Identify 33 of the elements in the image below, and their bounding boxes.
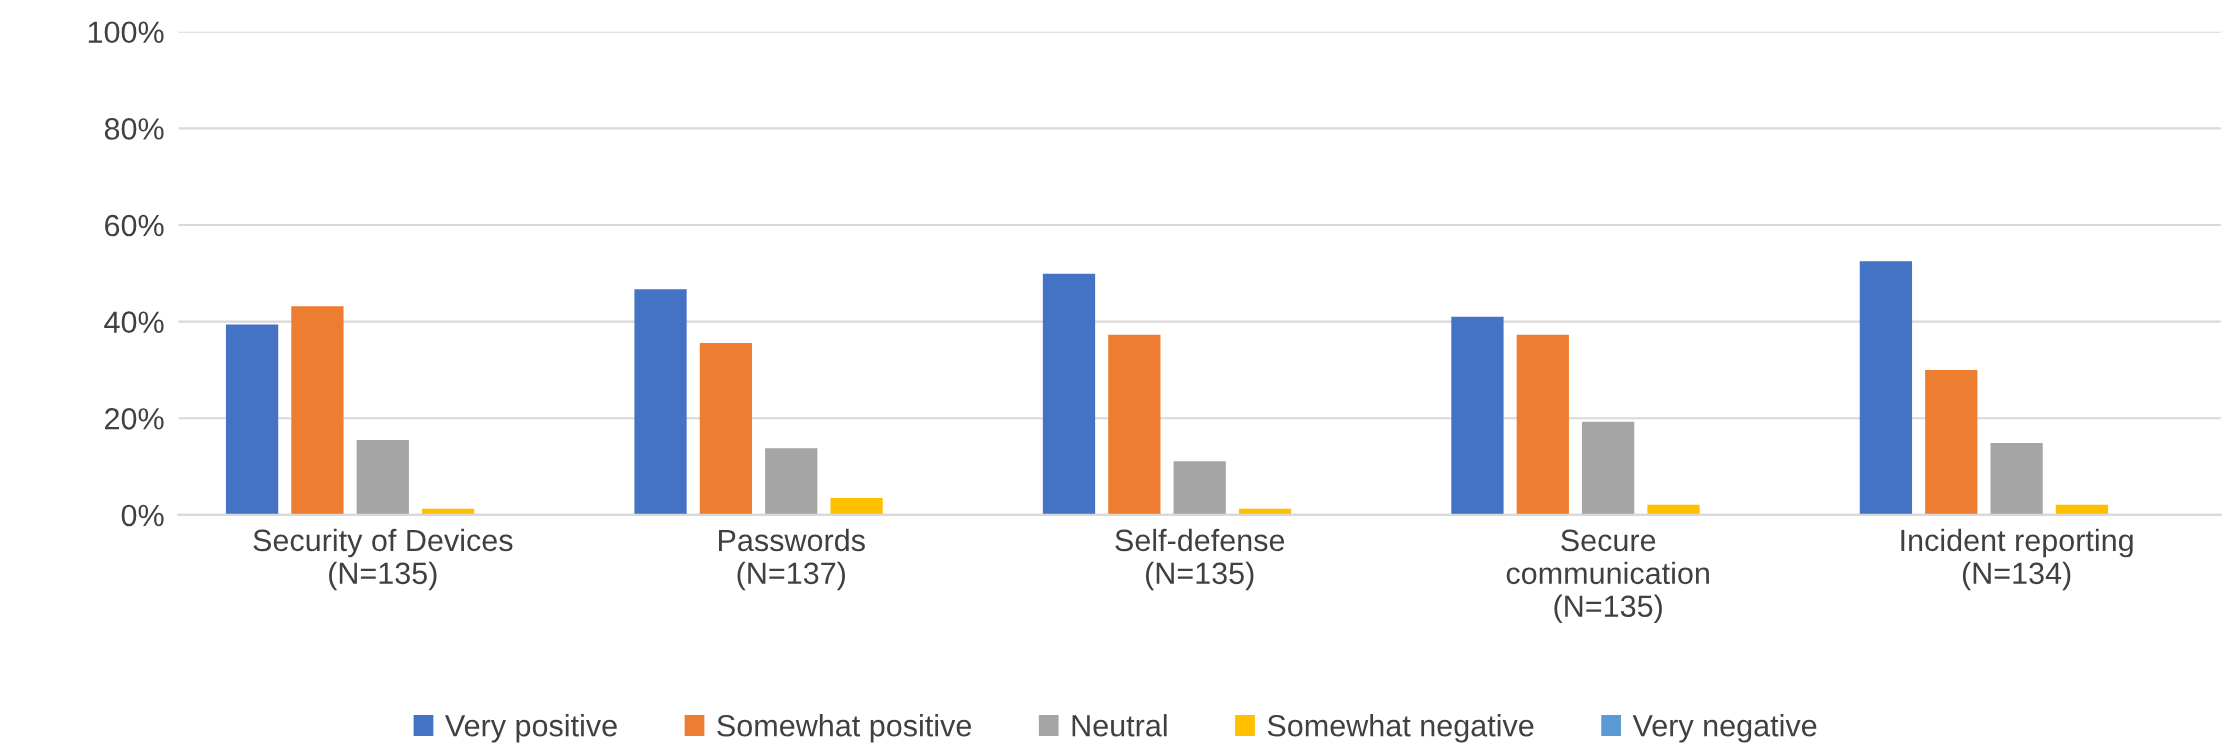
bar: [225, 324, 279, 515]
y-tick-label: 0%: [121, 504, 164, 527]
x-tick-label: Passwords (N=137): [719, 528, 865, 591]
bar: [1859, 261, 1913, 515]
y-tick-label: 100%: [88, 21, 164, 44]
bar: [634, 289, 687, 515]
legend-label: Neutral: [1072, 714, 1167, 737]
legend-label: Somewhat positive: [717, 714, 971, 743]
bar: [1042, 273, 1096, 515]
x-tick-label: Incident reporting (N=134): [1901, 528, 2133, 591]
y-tick-label: 20%: [105, 408, 164, 430]
y-tick-label: 40%: [104, 311, 164, 333]
bar: [699, 342, 753, 515]
legend-label: Somewhat negative: [1267, 714, 1534, 743]
bar: [1582, 421, 1635, 515]
bar: [830, 498, 883, 515]
bar: [356, 440, 409, 515]
bar: [1173, 461, 1226, 515]
x-tick-label: Security of Devices (N=135): [253, 528, 513, 591]
bar: [1925, 369, 1978, 515]
legend-label: Very positive: [445, 714, 617, 743]
y-tick-label: 80%: [104, 118, 164, 140]
x-tick-label: Self-defense (N=135): [1115, 528, 1285, 591]
bar: [291, 306, 344, 515]
bar: [765, 448, 818, 515]
bar: [1451, 316, 1504, 515]
legend-label: Very negative: [1632, 714, 1817, 743]
x-tick-label: Secure communication (N=135): [1506, 529, 1709, 624]
bar: [1108, 334, 1161, 515]
y-tick-label: 60%: [105, 214, 164, 237]
bar: [1647, 504, 1700, 515]
bar: [1516, 334, 1569, 515]
bar: [1990, 442, 2043, 515]
